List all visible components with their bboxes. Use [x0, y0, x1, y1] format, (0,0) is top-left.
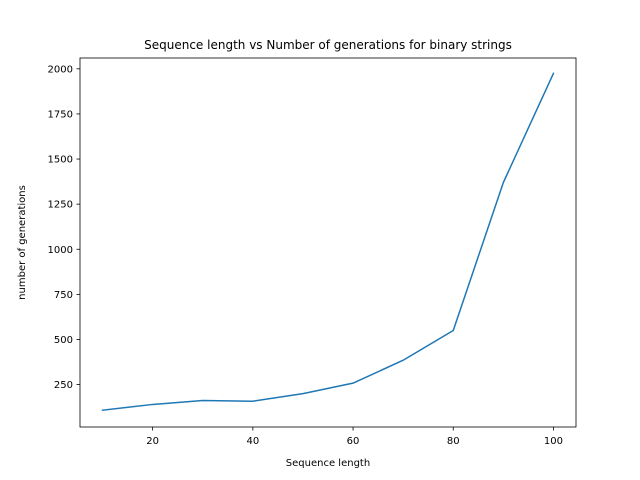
x-axis-label: Sequence length: [286, 458, 370, 469]
series-layer: [101, 72, 555, 412]
y-tick-label: 1750: [48, 109, 73, 120]
x-tick-label: 40: [246, 436, 259, 447]
chart-title: Sequence length vs Number of generations…: [144, 38, 512, 52]
y-tick-label: 2000: [48, 64, 73, 75]
x-axis: 20 40 60 80 100: [146, 427, 563, 447]
y-tick-label: 500: [54, 335, 73, 346]
x-tick-label: 20: [146, 436, 159, 447]
x-tick-label: 100: [544, 436, 563, 447]
plot-area: 20 40 60 80 100 250 500 750 1000 1250 1500 1750 200…: [48, 57, 577, 447]
y-tick-label: 250: [54, 380, 73, 391]
y-axis: 250 500 750 1000 1250 1500 1750 2000: [48, 64, 80, 391]
y-tick-label: 1500: [48, 155, 73, 166]
x-tick-label: 60: [347, 436, 360, 447]
y-axis-label: number of generations: [17, 185, 28, 300]
series-line: [101, 72, 555, 412]
y-tick-label: 750: [54, 290, 73, 301]
x-tick-label: 80: [447, 436, 460, 447]
y-tick-label: 1000: [48, 245, 73, 256]
y-tick-label: 1250: [48, 200, 73, 211]
axes-frame: [79, 57, 577, 428]
